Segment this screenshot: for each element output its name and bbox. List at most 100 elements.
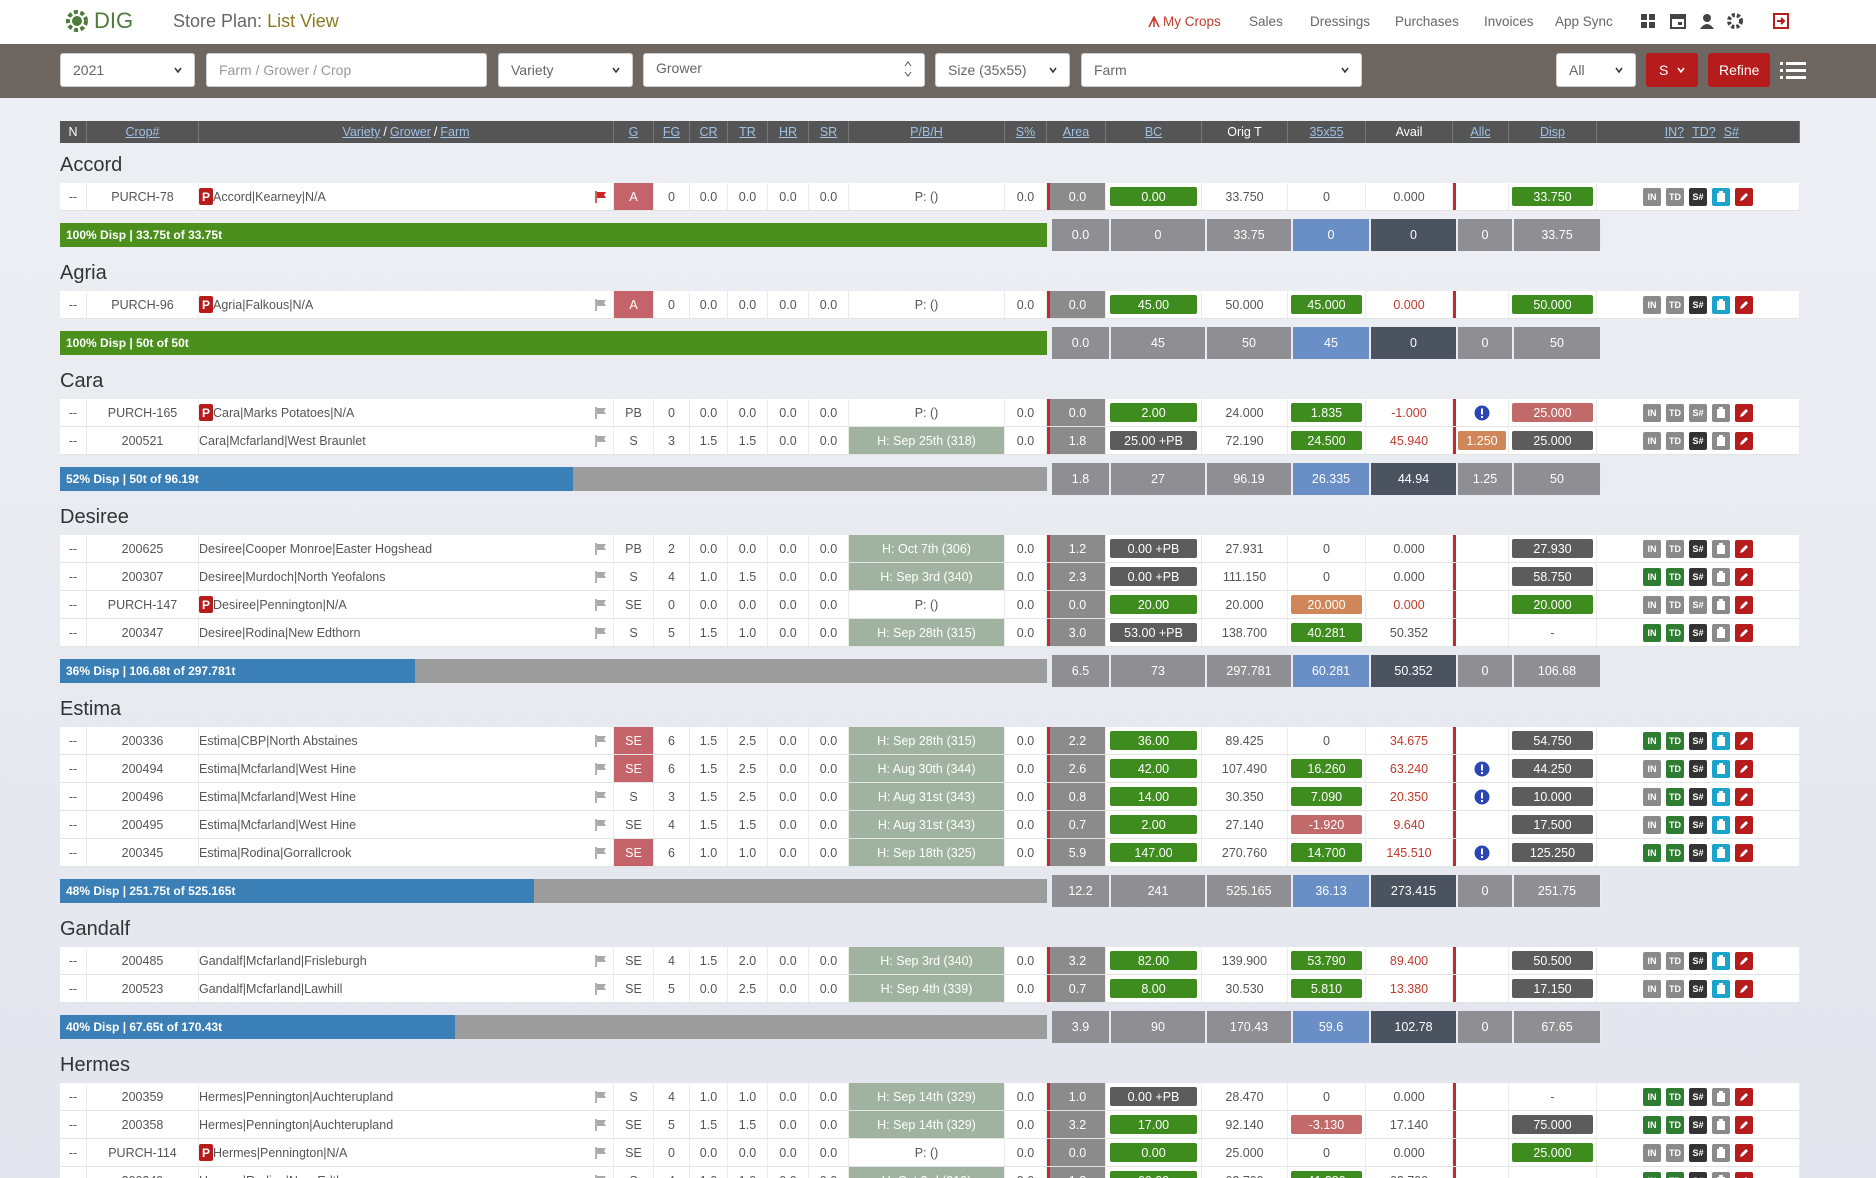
action-button[interactable]: TD [1666,815,1684,834]
action-button[interactable]: TD [1666,567,1684,586]
grower-link[interactable]: Kearney [255,189,302,204]
header-link[interactable]: Disp [1539,125,1565,139]
header-link[interactable]: P/B/H [910,125,943,139]
action-button[interactable]: IN [1643,1171,1661,1178]
nav-link[interactable]: Purchases [1395,14,1459,29]
action-button[interactable] [1712,595,1730,614]
nav-link[interactable]: Sales [1249,14,1283,29]
header-link[interactable]: HR [778,125,798,139]
action-button[interactable] [1735,759,1753,778]
flag-icon[interactable] [595,1090,607,1103]
grower-link[interactable]: Mcfarland [240,789,296,804]
action-button[interactable] [1712,1171,1730,1178]
grower-link[interactable]: Pennington [260,1145,324,1160]
flag-icon[interactable] [595,542,607,555]
action-button[interactable] [1735,1087,1753,1106]
header-link[interactable]: FG [662,125,681,139]
action-button[interactable]: TD [1666,1115,1684,1134]
action-button[interactable] [1735,843,1753,862]
flag-icon[interactable] [595,762,607,775]
header-link[interactable]: Allc [1470,125,1491,139]
action-button[interactable]: S# [1689,1143,1707,1162]
header-link[interactable]: Crop# [125,125,160,139]
action-button[interactable]: S# [1689,403,1707,422]
variety-select[interactable]: Variety [498,53,633,87]
action-button[interactable]: S# [1689,623,1707,642]
action-button[interactable] [1735,979,1753,998]
action-button[interactable]: TD [1666,623,1684,642]
nav-link[interactable]: App Sync [1555,14,1613,29]
action-button[interactable]: IN [1643,1143,1661,1162]
action-button[interactable] [1735,623,1753,642]
grower-link[interactable]: Mcfarland [229,433,285,448]
action-button[interactable]: TD [1666,787,1684,806]
action-button[interactable]: S# [1689,431,1707,450]
flag-icon[interactable] [595,818,607,831]
action-button[interactable]: TD [1666,595,1684,614]
action-button[interactable] [1712,567,1730,586]
action-button[interactable]: S# [1689,787,1707,806]
action-button[interactable]: S# [1689,815,1707,834]
action-button[interactable] [1712,295,1730,314]
header-link[interactable]: TD? [1692,125,1716,139]
flag-icon[interactable] [595,790,607,803]
flag-icon[interactable] [595,570,607,583]
flag-icon[interactable] [595,190,607,203]
grid-icon[interactable] [1640,12,1656,30]
action-button[interactable] [1712,979,1730,998]
action-button[interactable]: IN [1643,295,1661,314]
action-button[interactable]: S# [1689,595,1707,614]
action-button[interactable] [1712,1143,1730,1162]
action-button[interactable] [1735,1115,1753,1134]
action-button[interactable] [1712,787,1730,806]
grower-link[interactable]: Pennington [259,597,323,612]
action-button[interactable]: TD [1666,1171,1684,1178]
refine-button[interactable]: Refine [1708,53,1771,87]
logo[interactable]: DIG [64,8,133,34]
flag-icon[interactable] [595,598,607,611]
header-link[interactable]: SR [819,125,838,139]
grower-link[interactable]: Pennington [246,1117,310,1132]
action-button[interactable] [1735,295,1753,314]
action-button[interactable]: S# [1689,1171,1707,1178]
s-select[interactable]: S [1646,53,1698,87]
nav-link[interactable]: Dressings [1310,14,1370,29]
grower-link[interactable]: Cooper Monroe [245,541,333,556]
grower-link[interactable]: Mcfarland [246,981,301,996]
action-button[interactable] [1712,759,1730,778]
flag-icon[interactable] [595,626,607,639]
header-link[interactable]: Grower [389,125,431,139]
header-link[interactable]: 35x55 [1309,125,1344,139]
grower-link[interactable]: Mcfarland [246,953,301,968]
action-button[interactable] [1735,431,1753,450]
action-button[interactable]: IN [1643,187,1661,206]
action-button[interactable] [1735,1143,1753,1162]
action-button[interactable]: TD [1666,1143,1684,1162]
flag-icon[interactable] [595,734,607,747]
action-button[interactable]: IN [1643,595,1661,614]
logout-icon[interactable] [1772,12,1790,30]
header-link[interactable]: Variety [342,125,381,139]
action-button[interactable] [1712,187,1730,206]
action-button[interactable] [1735,567,1753,586]
action-button[interactable]: IN [1643,1115,1661,1134]
action-button[interactable]: S# [1689,759,1707,778]
grower-link[interactable]: Rodina [240,845,281,860]
action-button[interactable]: S# [1689,187,1707,206]
all-select[interactable]: All [1556,53,1636,87]
grower-link[interactable]: Rodina [246,1174,286,1178]
action-button[interactable] [1735,595,1753,614]
flag-icon[interactable] [595,846,607,859]
action-button[interactable]: TD [1666,1087,1684,1106]
action-button[interactable]: S# [1689,567,1707,586]
flag-icon[interactable] [595,1146,607,1159]
grower-link[interactable]: Rodina [245,625,285,640]
action-button[interactable]: IN [1643,567,1661,586]
action-button[interactable] [1712,403,1730,422]
grower-link[interactable]: Murdoch [245,569,294,584]
action-button[interactable]: S# [1689,979,1707,998]
action-button[interactable]: IN [1643,815,1661,834]
action-button[interactable]: IN [1643,623,1661,642]
grower-link[interactable]: Falkous [245,297,290,312]
grower-link[interactable]: Pennington [246,1089,310,1104]
